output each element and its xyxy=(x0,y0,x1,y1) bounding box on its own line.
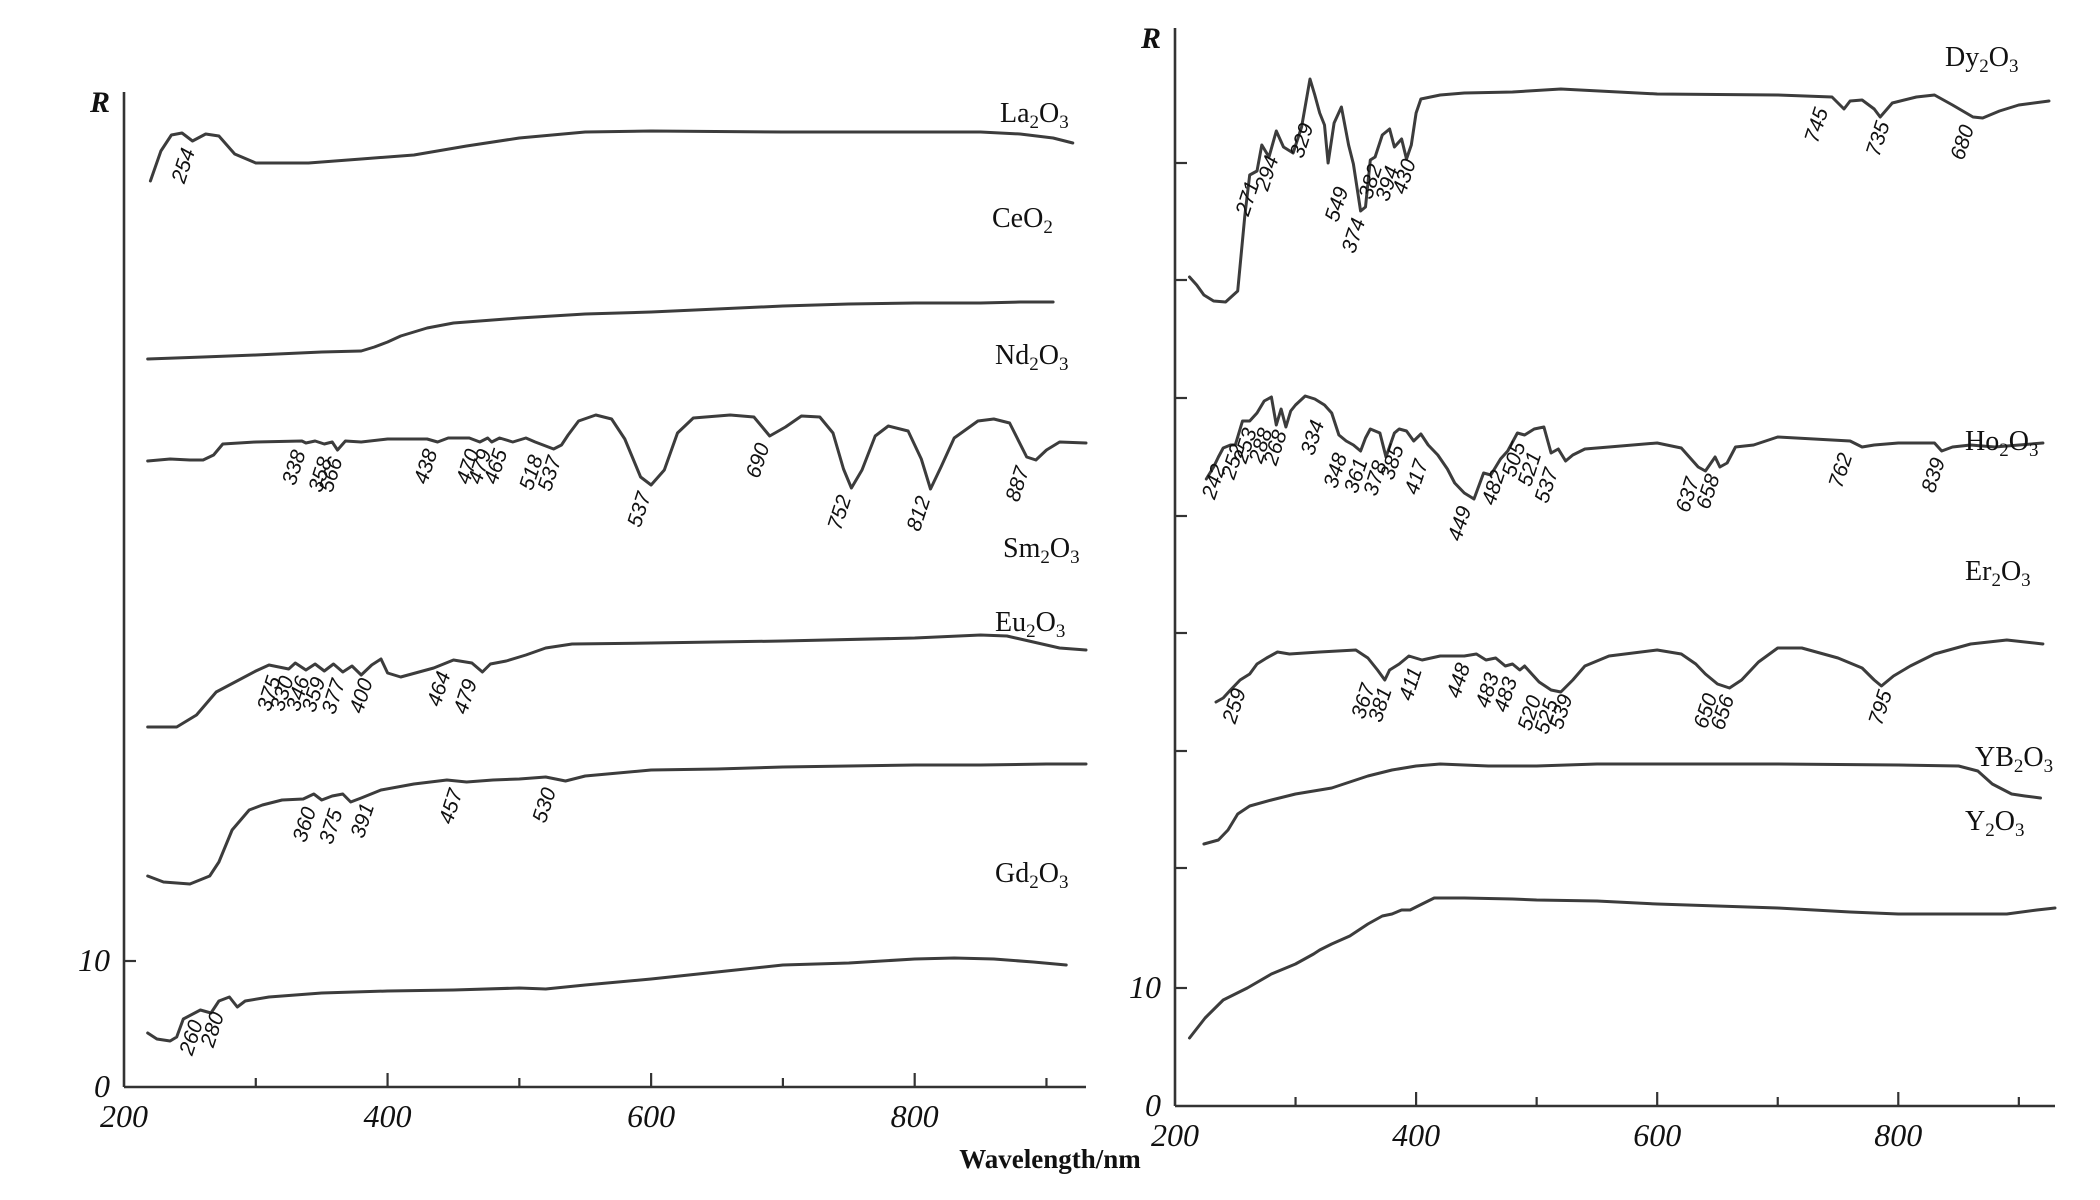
peak-label: 812 xyxy=(903,493,936,534)
peak-label: 280 xyxy=(196,1009,229,1051)
peak-label: 438 xyxy=(410,446,443,487)
peak-label: 839 xyxy=(1917,455,1950,496)
y-tick-label: 0 xyxy=(1145,1087,1161,1123)
peak-label: 294 xyxy=(1250,153,1283,194)
x-tick-label: 600 xyxy=(1633,1117,1681,1153)
peak-label: 254 xyxy=(167,145,200,186)
peak-label: 334 xyxy=(1297,417,1330,457)
peak-label: 417 xyxy=(1400,456,1433,498)
y-tick-label: 0 xyxy=(94,1068,110,1104)
series-line-left-1 xyxy=(146,300,1055,361)
peak-label: 329 xyxy=(1286,120,1319,161)
peak-label: 449 xyxy=(1444,503,1477,544)
peak-label: 537 xyxy=(623,488,656,530)
series-line-left-5 xyxy=(146,956,1068,1043)
series-label-left-4: Eu2O3 xyxy=(995,607,1065,642)
x-tick-label: 400 xyxy=(1392,1117,1440,1153)
x-tick-label: 600 xyxy=(627,1098,675,1134)
series-line-right-0 xyxy=(1188,77,2051,304)
series-line-left-0 xyxy=(148,129,1075,183)
x-tick-label: 800 xyxy=(1874,1117,1922,1153)
peak-label: 745 xyxy=(1800,105,1833,146)
series-line-left-3 xyxy=(146,633,1088,729)
peak-label: 795 xyxy=(1864,687,1897,728)
peak-label: 400 xyxy=(345,675,378,716)
series-label-left-5: Gd2O3 xyxy=(995,858,1068,893)
series-label-left-0: La2O3 xyxy=(1000,98,1069,133)
peak-label: 735 xyxy=(1862,118,1895,159)
series-label-left-2: Nd2O3 xyxy=(995,340,1068,375)
series-line-right-3 xyxy=(1202,762,2042,846)
peak-label: 752 xyxy=(823,492,856,533)
peak-label: 690 xyxy=(742,440,775,481)
peak-label: 887 xyxy=(1001,463,1034,505)
peak-label: 680 xyxy=(1946,122,1979,163)
series-label-right-2: Er2O3 xyxy=(1965,556,2031,591)
peak-label: 391 xyxy=(346,800,379,840)
peak-label: 430 xyxy=(1388,156,1421,197)
peak-label: 448 xyxy=(1442,660,1475,701)
series-label-right-1: Ho2O3 xyxy=(1965,426,2038,461)
peak-label: 259 xyxy=(1218,685,1251,727)
x-tick-label: 200 xyxy=(100,1098,148,1134)
series-line-left-4 xyxy=(146,762,1088,886)
series-line-left-2 xyxy=(146,413,1088,491)
peak-label: 762 xyxy=(1825,450,1858,491)
peak-label: 479 xyxy=(449,676,482,717)
series-line-right-4 xyxy=(1188,896,2057,1040)
y-axis-title: R xyxy=(1140,22,1161,55)
x-tick-label: 400 xyxy=(364,1098,412,1134)
y-tick-label: 10 xyxy=(1129,969,1161,1005)
series-line-right-2 xyxy=(1214,638,2045,704)
peak-label: 411 xyxy=(1395,664,1427,703)
y-tick-label: 10 xyxy=(78,942,110,978)
peak-label: 457 xyxy=(435,785,468,827)
series-label-left-1: CeO2 xyxy=(992,203,1053,238)
series-label-right-0: Dy2O3 xyxy=(1945,42,2018,77)
series-label-right-3: YB2O3 xyxy=(1975,742,2053,777)
series-label-left-3: Sm2O3 xyxy=(1003,533,1080,568)
x-axis-title: Wavelength/nm xyxy=(959,1144,1141,1174)
peak-label: 530 xyxy=(528,785,561,826)
peak-label: 658 xyxy=(1692,471,1725,512)
series-line-right-1 xyxy=(1204,394,2045,501)
x-tick-label: 200 xyxy=(1151,1117,1199,1153)
peak-label: 539 xyxy=(1545,691,1578,732)
series-label-right-4: Y2O3 xyxy=(1965,806,2024,841)
y-axis-title: R xyxy=(89,86,110,119)
x-tick-label: 800 xyxy=(891,1098,939,1134)
